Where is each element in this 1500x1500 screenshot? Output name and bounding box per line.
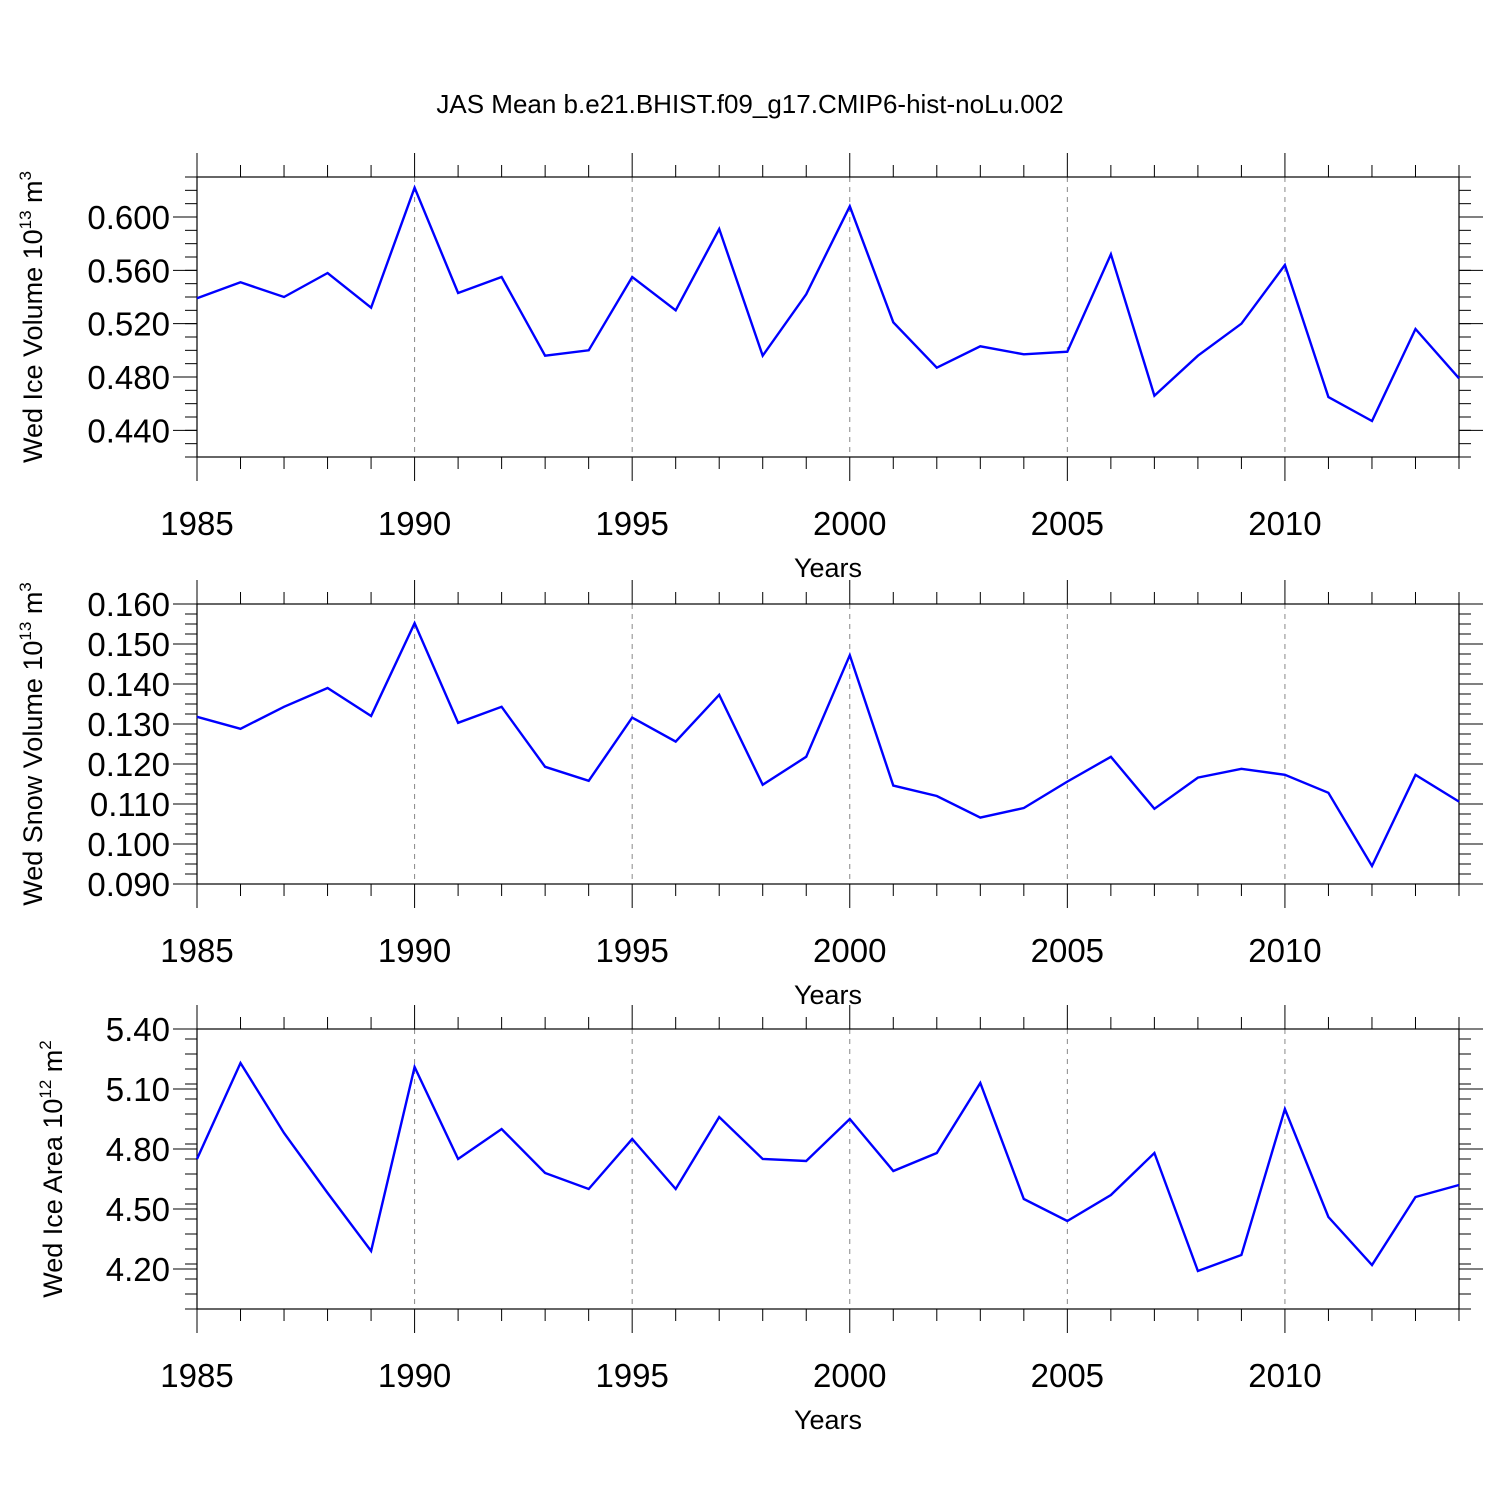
y-axis-title-unit: m bbox=[38, 1050, 68, 1080]
x-tick-label: 1985 bbox=[160, 1357, 233, 1394]
y-tick-label: 0.140 bbox=[87, 666, 170, 703]
x-tick-label: 1985 bbox=[160, 505, 233, 542]
y-axis-title-unit: m bbox=[18, 180, 48, 210]
x-tick-label: 2005 bbox=[1031, 505, 1104, 542]
x-tick-label: 1995 bbox=[595, 932, 668, 969]
panel-2: 0.0900.1000.1100.1200.1300.1400.1500.160… bbox=[16, 580, 1483, 1010]
plot-frame bbox=[196, 1028, 1460, 1310]
x-tick-label: 1995 bbox=[595, 505, 668, 542]
x-tick-label: 2010 bbox=[1248, 505, 1321, 542]
x-axis-title: Years bbox=[794, 1405, 862, 1435]
y-tick-label: 0.110 bbox=[90, 786, 170, 823]
panel-3: 4.20 4.50 4.80 5.10 5.40 1985 1990 1995 2000 2005… bbox=[36, 1005, 1483, 1435]
y-tick-label: 0.440 bbox=[87, 412, 170, 449]
x-tick-label: 2000 bbox=[813, 505, 886, 542]
y-axis-title: Wed Ice Area 1012 m2 bbox=[36, 1040, 68, 1298]
y-axis-title-unit_exponent: 3 bbox=[16, 582, 35, 591]
y-axis-title: Wed Ice Volume 1013 m3 bbox=[16, 171, 48, 463]
y-tick-label: 0.090 bbox=[87, 866, 170, 903]
y-tick-label: 0.130 bbox=[87, 706, 170, 743]
y-tick-label: 5.40 bbox=[106, 1011, 170, 1048]
y-axis-title-exponent: 13 bbox=[16, 210, 35, 229]
x-tick-label: 1990 bbox=[378, 932, 451, 969]
x-axis-title: Years bbox=[794, 980, 862, 1010]
x-tick-label: 2005 bbox=[1031, 932, 1104, 969]
y-tick-label: 0.100 bbox=[87, 826, 170, 863]
y-tick-label: 0.150 bbox=[87, 626, 170, 663]
panel-1: 0.440 0.480 0.520 0.560 0.600 1985 1990 1995 200… bbox=[16, 153, 1483, 583]
y-axis-title: Wed Snow Volume 1013 m3 bbox=[16, 582, 48, 906]
panels: 0.440 0.480 0.520 0.560 0.600 1985 1990 1995 200… bbox=[16, 153, 1483, 1435]
y-tick-label: 4.80 bbox=[106, 1131, 170, 1168]
x-tick-label: 2010 bbox=[1248, 932, 1321, 969]
x-tick-label: 2005 bbox=[1031, 1357, 1104, 1394]
x-tick-label: 2000 bbox=[813, 932, 886, 969]
plot-frame bbox=[196, 603, 1460, 885]
x-tick-label: 1990 bbox=[378, 505, 451, 542]
x-tick-label: 2000 bbox=[813, 1357, 886, 1394]
y-tick-label: 5.10 bbox=[106, 1071, 170, 1108]
y-tick-label: 0.480 bbox=[87, 359, 170, 396]
y-axis-title-unit_exponent: 2 bbox=[36, 1040, 55, 1049]
x-axis-title: Years bbox=[794, 553, 862, 583]
y-tick-label: 0.600 bbox=[87, 199, 170, 236]
x-tick-label: 2010 bbox=[1248, 1357, 1321, 1394]
y-tick-label: 4.20 bbox=[106, 1251, 170, 1288]
x-tick-label: 1995 bbox=[595, 1357, 668, 1394]
series-line bbox=[196, 620, 1460, 869]
y-axis-title-unit_exponent: 3 bbox=[16, 171, 35, 180]
series-line bbox=[196, 184, 1460, 423]
x-tick-label: 1990 bbox=[378, 1357, 451, 1394]
chart-title: JAS Mean b.e21.BHIST.f09_g17.CMIP6-hist-… bbox=[436, 89, 1063, 119]
y-tick-label: 0.560 bbox=[87, 252, 170, 289]
y-tick-label: 4.50 bbox=[106, 1191, 170, 1228]
y-axis-title-exponent: 13 bbox=[16, 622, 35, 641]
plot-frame bbox=[196, 176, 1460, 458]
y-tick-label: 0.160 bbox=[87, 586, 170, 623]
y-axis-title-prefix: Wed Ice Volume 10 bbox=[18, 229, 48, 463]
series-line bbox=[195, 1060, 1460, 1273]
y-tick-label: 0.120 bbox=[87, 746, 170, 783]
x-tick-label: 1985 bbox=[160, 932, 233, 969]
y-axis-title-prefix: Wed Snow Volume 10 bbox=[18, 641, 48, 906]
y-axis-title-prefix: Wed Ice Area 10 bbox=[38, 1099, 68, 1298]
y-axis-title-exponent: 12 bbox=[36, 1080, 55, 1099]
y-tick-label: 0.520 bbox=[87, 306, 170, 343]
y-axis-title-unit: m bbox=[18, 592, 48, 622]
